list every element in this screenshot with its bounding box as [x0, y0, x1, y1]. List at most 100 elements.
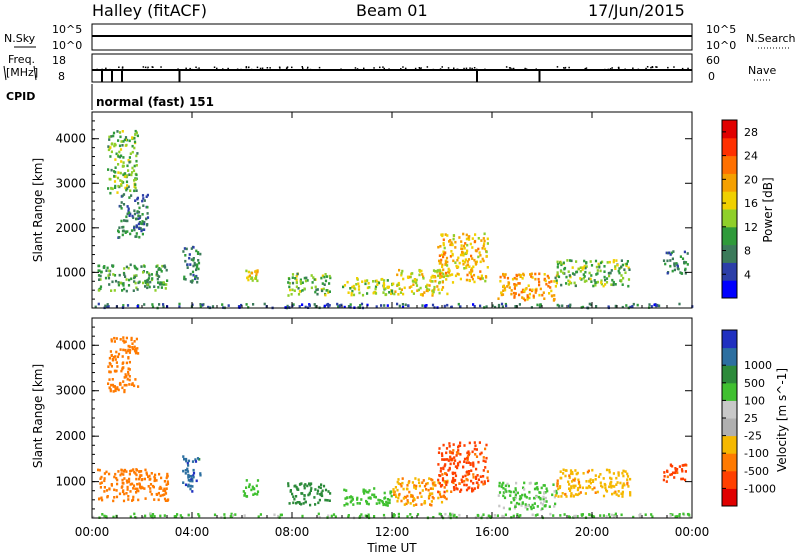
data-cell [406, 515, 409, 518]
data-cell [121, 367, 124, 371]
data-cell [404, 303, 407, 307]
data-cell [457, 256, 460, 260]
data-cell [477, 483, 480, 487]
data-cell [538, 280, 541, 284]
data-cell [423, 501, 427, 505]
data-cell [360, 513, 363, 516]
data-cell [396, 499, 399, 503]
data-cell [153, 285, 156, 288]
data-cell [277, 514, 280, 518]
data-cell [594, 259, 598, 263]
data-cell [603, 265, 606, 268]
data-cell [112, 499, 115, 503]
data-cell [164, 489, 167, 493]
data-cell [429, 279, 432, 282]
data-cell [518, 282, 521, 285]
data-cell [108, 283, 111, 286]
data-cell [680, 477, 683, 481]
data-cell [308, 491, 311, 495]
data-cell [156, 274, 159, 277]
data-cell [671, 257, 674, 261]
data-cell [139, 474, 142, 477]
data-cell [458, 444, 462, 447]
data-cell [406, 275, 410, 279]
data-cell [439, 470, 442, 473]
data-cell [445, 256, 449, 260]
data-cell [411, 494, 414, 497]
data-cell [99, 486, 102, 489]
data-cell [669, 259, 672, 262]
data-cell [469, 242, 472, 246]
data-cell [581, 266, 584, 269]
data-cell [447, 469, 450, 472]
data-cell [610, 283, 613, 286]
data-cell [137, 217, 140, 220]
data-cell [126, 488, 129, 491]
data-cell [402, 292, 405, 296]
data-cell [463, 267, 466, 270]
data-cell [123, 477, 126, 480]
data-cell [129, 483, 132, 486]
data-cell [106, 303, 109, 306]
nave-dot [309, 68, 312, 71]
data-cell [377, 498, 380, 502]
data-cell [433, 288, 436, 291]
data-cell [97, 302, 100, 306]
data-cell [463, 260, 466, 264]
data-cell [450, 490, 453, 493]
data-cell [532, 294, 535, 298]
data-cell [97, 274, 101, 277]
data-cell [295, 278, 298, 282]
data-cell [115, 361, 118, 364]
nave-dot [245, 66, 248, 69]
data-cell [111, 378, 114, 381]
data-cell [424, 304, 427, 308]
data-cell [389, 491, 392, 495]
data-cell [561, 492, 564, 495]
data-cell [140, 265, 143, 268]
data-cell [571, 266, 574, 269]
data-cell [119, 338, 122, 341]
data-cell [582, 273, 585, 276]
data-cell [398, 304, 401, 308]
data-cell [135, 173, 138, 177]
data-cell [681, 464, 684, 467]
data-cell [184, 254, 187, 257]
data-cell [442, 250, 445, 254]
data-cell [482, 513, 485, 516]
data-cell [388, 291, 391, 294]
data-cell [195, 479, 198, 483]
data-cell [514, 305, 517, 308]
x-tick-label: 00:00 [75, 525, 110, 539]
data-cell [542, 291, 545, 294]
data-cell [113, 496, 116, 499]
data-cell [440, 271, 443, 275]
data-cell [126, 481, 129, 484]
data-cell [194, 460, 198, 463]
data-cell [184, 483, 188, 487]
data-cell [684, 470, 687, 473]
data-cell [458, 261, 461, 265]
data-cell [470, 469, 473, 472]
data-cell [619, 481, 622, 485]
data-cell [416, 496, 419, 499]
data-cell [655, 304, 658, 307]
data-cell [187, 459, 191, 463]
data-cell [98, 264, 101, 268]
data-cell [546, 274, 549, 278]
data-cell [392, 282, 395, 286]
data-cell [533, 502, 536, 505]
data-cell [429, 503, 432, 506]
data-cell [468, 238, 471, 241]
data-cell [358, 502, 361, 505]
data-cell [158, 472, 161, 476]
data-cell [156, 277, 159, 281]
data-cell [393, 493, 396, 496]
data-cell [675, 515, 679, 518]
data-cell [508, 507, 511, 511]
data-cell [118, 236, 121, 239]
data-cell [127, 498, 130, 501]
data-cell [299, 282, 303, 285]
data-cell [537, 495, 540, 499]
colorbar-swatch [722, 347, 737, 366]
